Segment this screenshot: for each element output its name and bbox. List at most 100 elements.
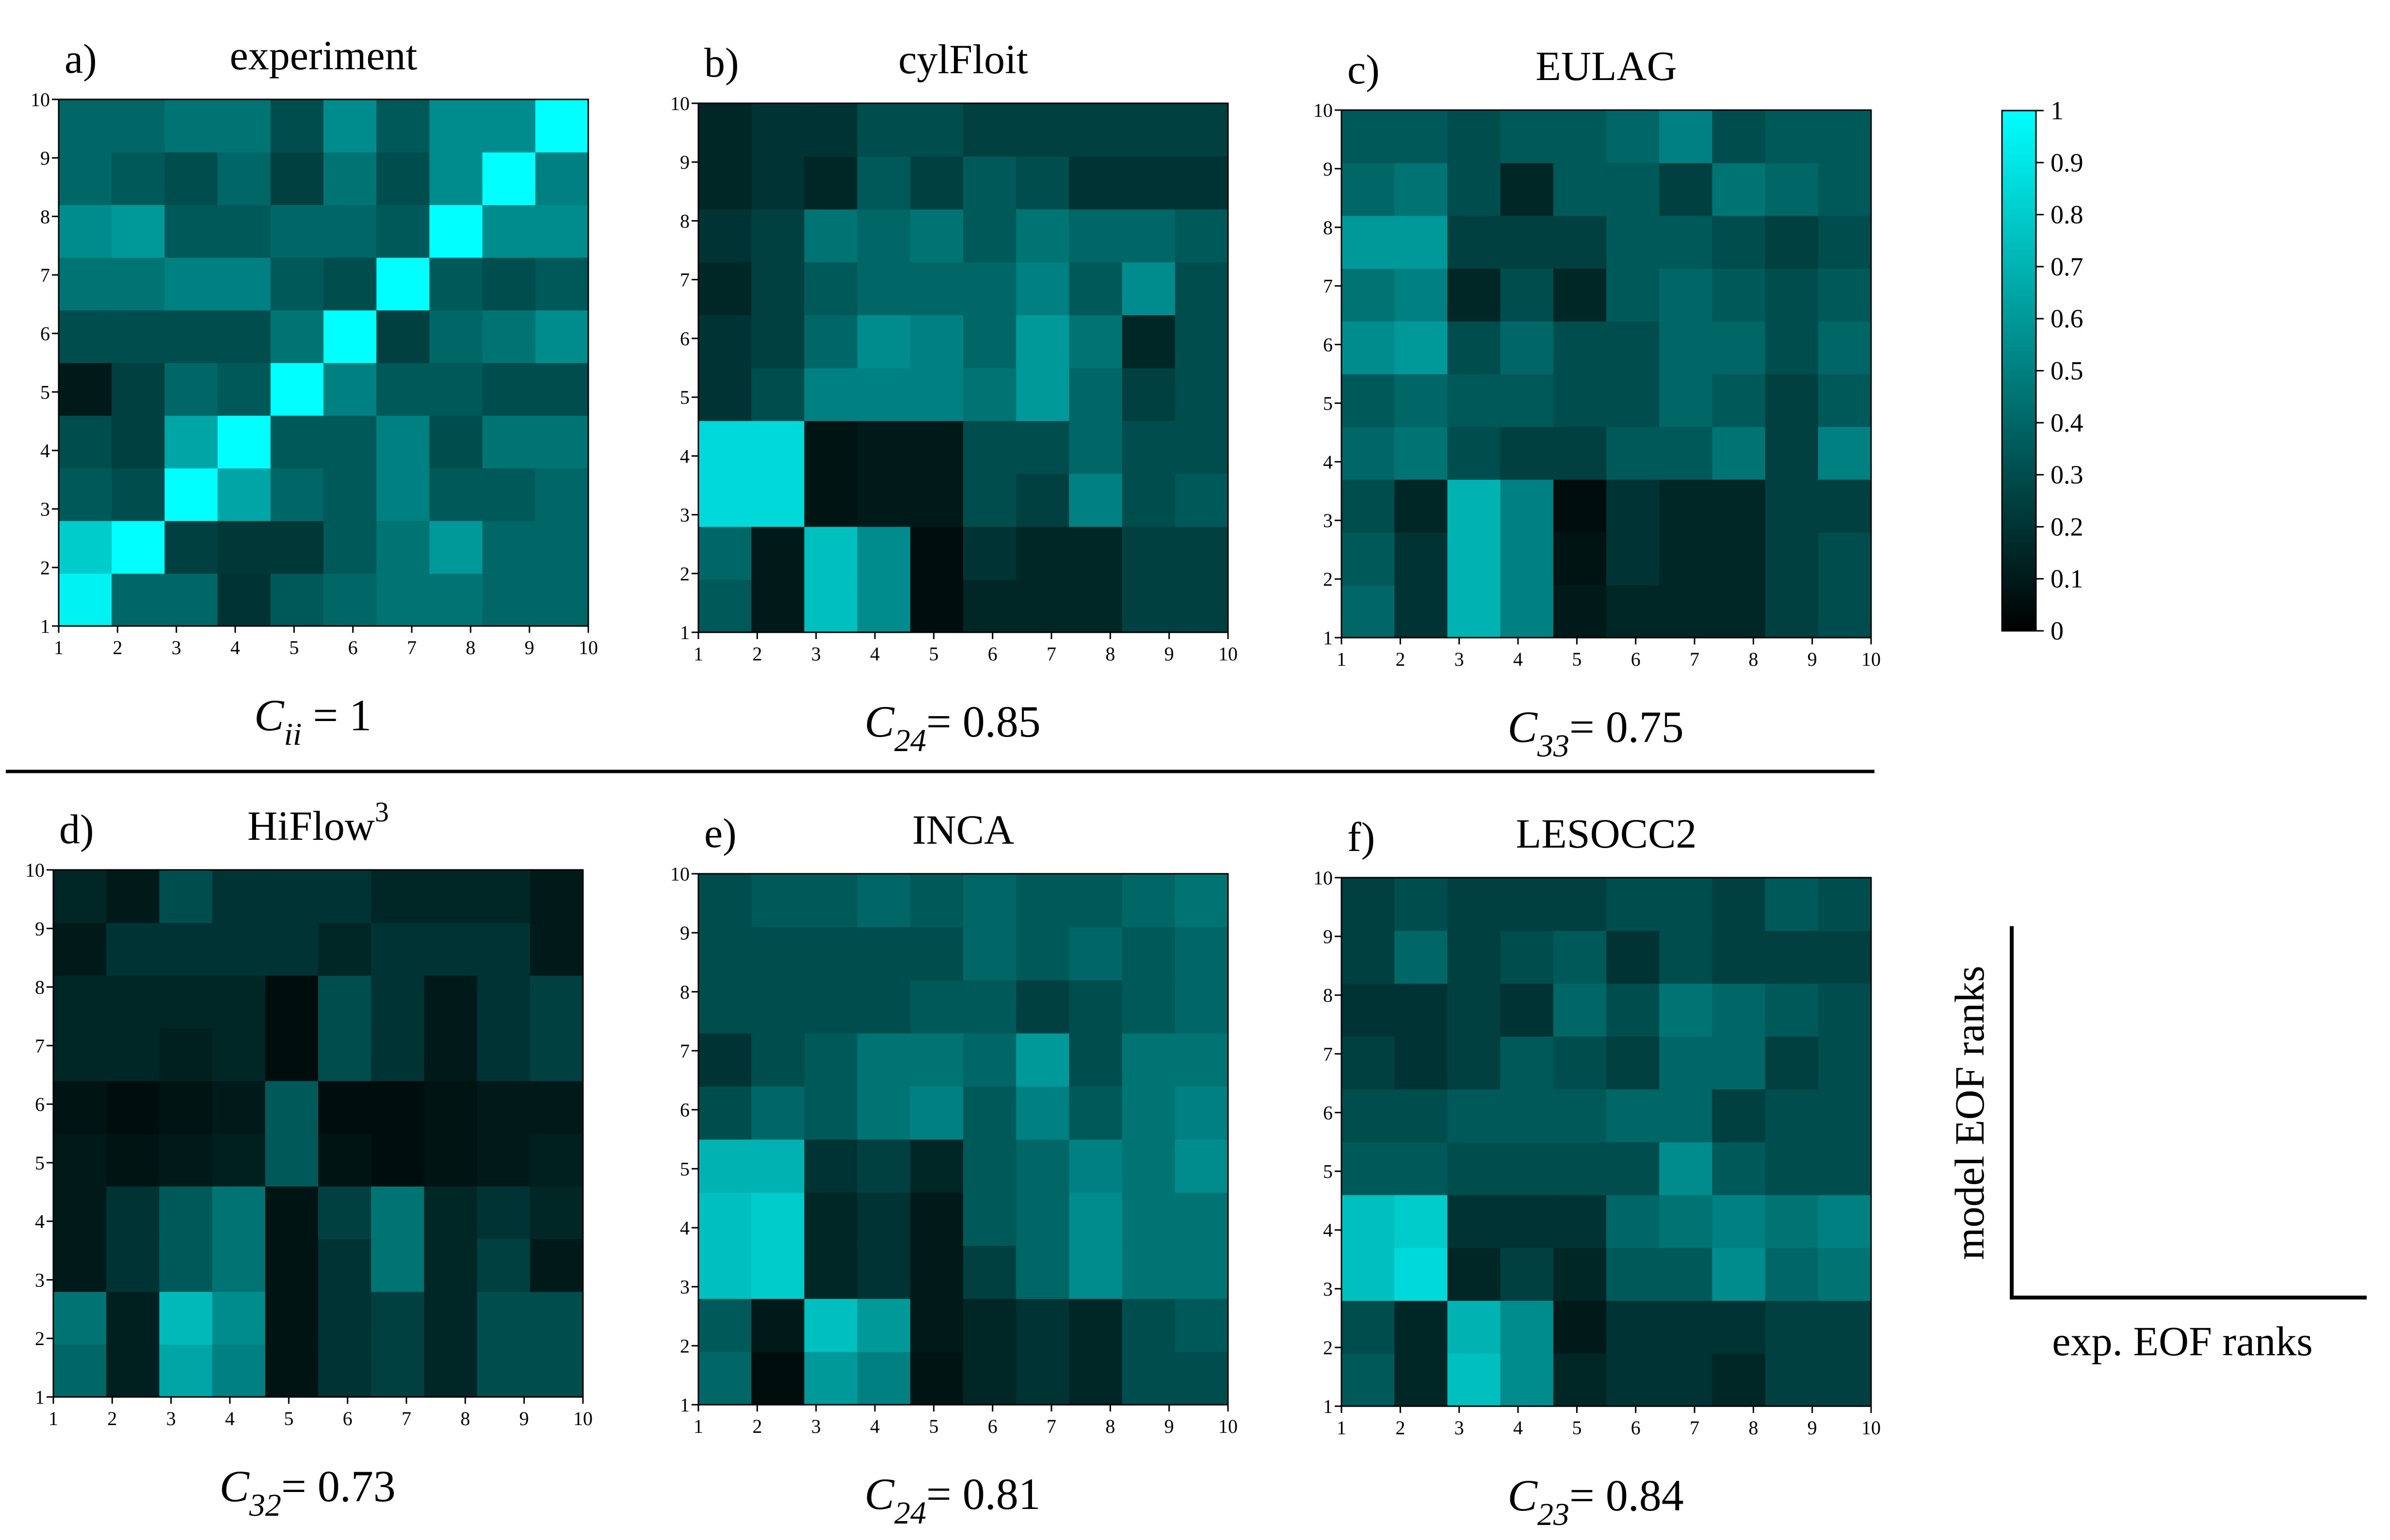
heatmap-cell: [857, 1139, 911, 1193]
heatmap-cell: [1553, 1300, 1607, 1354]
heatmap-cell: [482, 99, 536, 153]
heatmap-cell: [1712, 374, 1766, 427]
heatmap-cell: [1500, 983, 1554, 1037]
panel-caption: C32= 0.73: [220, 1461, 396, 1523]
heatmap-cell: [1394, 983, 1448, 1037]
panel-title: cylFloit: [898, 36, 1028, 82]
heatmap-cell: [376, 468, 430, 521]
heatmap-cell: [106, 975, 160, 1028]
heatmap-cell: [1069, 1351, 1123, 1405]
heatmap-cell: [698, 420, 752, 474]
heatmap-cell: [804, 368, 858, 421]
heatmap-cell: [1606, 162, 1660, 216]
heatmap-cell: [804, 1033, 858, 1087]
heatmap-cell: [1712, 1300, 1766, 1354]
heatmap-cell: [804, 874, 858, 928]
x-tick-label: 10: [1218, 643, 1238, 665]
heatmap-cell: [1659, 585, 1713, 638]
heatmap-cell: [751, 526, 805, 580]
heatmap-cell: [1712, 1089, 1766, 1142]
y-tick-label: 7: [1323, 275, 1333, 297]
heatmap-panel-5: 1 2 3 4 5 6 7 8 9 10 1 2 3 4 5 6 7 8 9 10 e) INCA C24= 0.81: [670, 806, 1238, 1531]
heatmap-cell: [1659, 983, 1713, 1037]
heatmap-cell: [1175, 526, 1228, 580]
x-tick-label: 5: [1572, 648, 1582, 670]
heatmap-cell: [1765, 374, 1819, 427]
heatmap-cell: [857, 1086, 911, 1140]
heatmap-cell: [1175, 579, 1228, 633]
heatmap-cell: [270, 205, 324, 258]
heatmap-cell: [1500, 215, 1554, 269]
heatmap-cell: [1712, 1195, 1766, 1248]
heatmap-cell: [164, 520, 218, 574]
heatmap-cell: [1765, 479, 1819, 533]
colorbar-tick-label: 1: [2051, 96, 2064, 125]
y-tick-label: 4: [680, 445, 690, 467]
y-tick-label: 9: [1323, 158, 1333, 180]
heatmap-cell: [804, 315, 858, 369]
heatmap-cell: [59, 520, 112, 574]
heatmap-cell: [1069, 526, 1123, 580]
heatmap-cell: [1122, 368, 1176, 421]
x-tick-label: 2: [752, 1415, 762, 1437]
x-tick-label: 10: [1861, 1417, 1881, 1439]
heatmap-cell: [751, 1192, 805, 1246]
heatmap-cell: [164, 205, 218, 258]
heatmap-cell: [53, 1028, 107, 1081]
heatmap-cell: [1341, 321, 1395, 374]
heatmap-cell: [1765, 426, 1819, 480]
heatmap-cell: [530, 1344, 583, 1397]
heatmap-cell: [1341, 479, 1395, 533]
y-tick-label: 8: [1323, 984, 1333, 1006]
heatmap-cell: [1447, 110, 1501, 163]
heatmap-cell: [376, 310, 430, 363]
heatmap-cell: [1659, 162, 1713, 216]
heatmap-cell: [1659, 1089, 1713, 1142]
heatmap-cell: [1394, 532, 1448, 585]
y-tick-label: 1: [1323, 627, 1333, 649]
heatmap-cell: [535, 257, 589, 311]
heatmap-panel-2: 1 2 3 4 5 6 7 8 9 10 1 2 3 4 5 6 7 8 9 10 b) cylFloit C24= 0.8…: [670, 36, 1238, 758]
heatmap-cell: [804, 1299, 858, 1352]
x-tick-label: 5: [284, 1408, 293, 1429]
heatmap-cell: [477, 1186, 531, 1239]
x-tick-label: 5: [1572, 1417, 1582, 1439]
y-tick-label: 5: [40, 381, 50, 403]
heatmap-cell: [376, 257, 430, 311]
heatmap-cell: [1818, 1248, 1872, 1301]
heatmap-cell: [1712, 321, 1766, 374]
heatmap-cell: [804, 156, 858, 209]
heatmap-cell: [1341, 1353, 1395, 1407]
heatmap-cell: [698, 262, 752, 316]
x-tick-label: 7: [407, 637, 417, 658]
heatmap-cell: [1447, 479, 1501, 533]
colorbar-tick-label: 0.2: [2051, 512, 2083, 541]
heatmap-cell: [1606, 983, 1660, 1037]
heatmap-cell: [530, 1080, 583, 1134]
heatmap-cell: [1447, 1248, 1501, 1301]
heatmap-cell: [265, 1080, 319, 1134]
x-tick-label: 4: [225, 1408, 235, 1429]
heatmap-cell: [1122, 1245, 1176, 1299]
heatmap-cell: [477, 975, 531, 1028]
heatmap-cell: [1500, 110, 1554, 163]
heatmap-cell: [371, 1186, 425, 1239]
heatmap-cell: [1818, 983, 1872, 1037]
panel-letter: d): [59, 806, 94, 852]
heatmap-cell: [482, 573, 536, 626]
heatmap-cell: [1341, 585, 1395, 638]
heatmap-cell: [1175, 420, 1228, 474]
y-tick-label: 10: [670, 863, 690, 885]
heatmap-cell: [698, 1351, 752, 1405]
heatmap-cell: [1069, 1139, 1123, 1193]
heatmap-cell: [1069, 1086, 1123, 1140]
heatmap-cell: [1712, 930, 1766, 984]
heatmap-cell: [371, 1080, 425, 1134]
heatmap-cell: [1765, 585, 1819, 638]
heatmap-cell: [164, 363, 218, 416]
heatmap-cell: [535, 363, 589, 416]
legend-axes-lines: [2010, 926, 2367, 1299]
heatmap-cell: [963, 980, 1017, 1034]
y-tick-label: 5: [680, 1158, 690, 1180]
heatmap-cell: [164, 573, 218, 626]
